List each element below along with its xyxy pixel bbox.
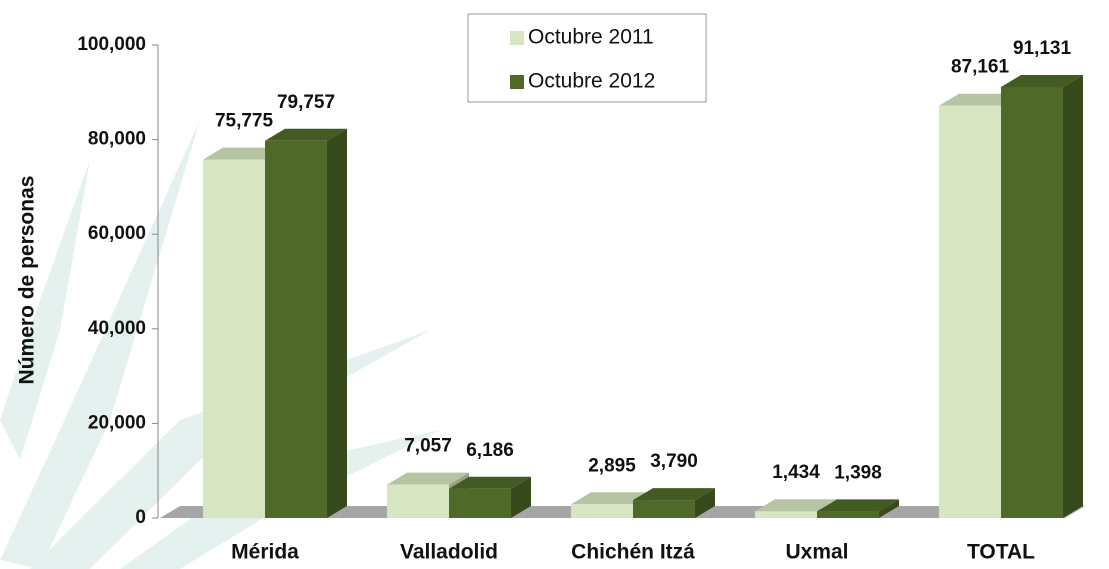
legend-label: Octubre 2012 bbox=[528, 70, 655, 93]
x-tick-label: TOTAL bbox=[967, 541, 1035, 564]
value-label: 87,161 bbox=[951, 57, 1010, 78]
bar-side bbox=[327, 128, 347, 518]
y-axis-label: Número de personas bbox=[16, 176, 39, 385]
bar bbox=[203, 159, 265, 519]
bar bbox=[939, 105, 1001, 519]
bar-top bbox=[755, 499, 837, 512]
bar-side bbox=[511, 476, 531, 518]
bar-top bbox=[265, 128, 347, 141]
legend-label: Octubre 2011 bbox=[528, 26, 654, 49]
bar-top bbox=[817, 499, 899, 512]
bar bbox=[633, 500, 695, 518]
x-tick-label: Valladolid bbox=[400, 541, 498, 564]
value-label: 6,186 bbox=[466, 440, 514, 461]
bar bbox=[449, 488, 511, 518]
bar bbox=[571, 504, 633, 518]
x-tick-label: Mérida bbox=[231, 541, 299, 564]
bar-side bbox=[879, 499, 899, 518]
bar bbox=[265, 140, 327, 518]
bar bbox=[755, 511, 817, 518]
value-label: 2,895 bbox=[588, 455, 636, 476]
y-tick-label: 100,000 bbox=[77, 34, 146, 55]
legend-box bbox=[467, 13, 707, 103]
y-tick-label: 40,000 bbox=[88, 318, 146, 339]
value-label: 79,757 bbox=[277, 92, 335, 113]
value-label: 7,057 bbox=[404, 436, 452, 457]
y-tick-label: 60,000 bbox=[88, 223, 146, 244]
bar-side bbox=[1063, 74, 1083, 518]
y-tick-label: 80,000 bbox=[88, 129, 146, 150]
value-label: 3,790 bbox=[650, 451, 698, 472]
x-tick-label: Chichén Itzá bbox=[571, 541, 695, 564]
y-tick-label: 20,000 bbox=[88, 412, 146, 433]
value-label: 1,434 bbox=[772, 462, 820, 483]
value-label: 91,131 bbox=[1013, 38, 1072, 59]
legend bbox=[467, 13, 707, 103]
value-label: 1,398 bbox=[834, 462, 882, 483]
bar-top bbox=[449, 476, 531, 489]
bar-top bbox=[387, 472, 469, 485]
bar-top bbox=[203, 147, 285, 160]
value-label: 75,775 bbox=[215, 111, 274, 132]
legend-swatch bbox=[510, 75, 524, 89]
x-tick-label: Uxmal bbox=[785, 541, 848, 564]
bar-top bbox=[571, 492, 653, 505]
bar-top bbox=[633, 488, 715, 501]
y-tick-label: 0 bbox=[135, 507, 146, 528]
bar bbox=[387, 484, 449, 518]
bar-top bbox=[1001, 74, 1083, 87]
bar-side bbox=[695, 488, 715, 518]
bar-top bbox=[939, 93, 1021, 106]
bar bbox=[817, 511, 879, 518]
bar bbox=[1001, 86, 1063, 518]
legend-swatch bbox=[510, 31, 524, 45]
